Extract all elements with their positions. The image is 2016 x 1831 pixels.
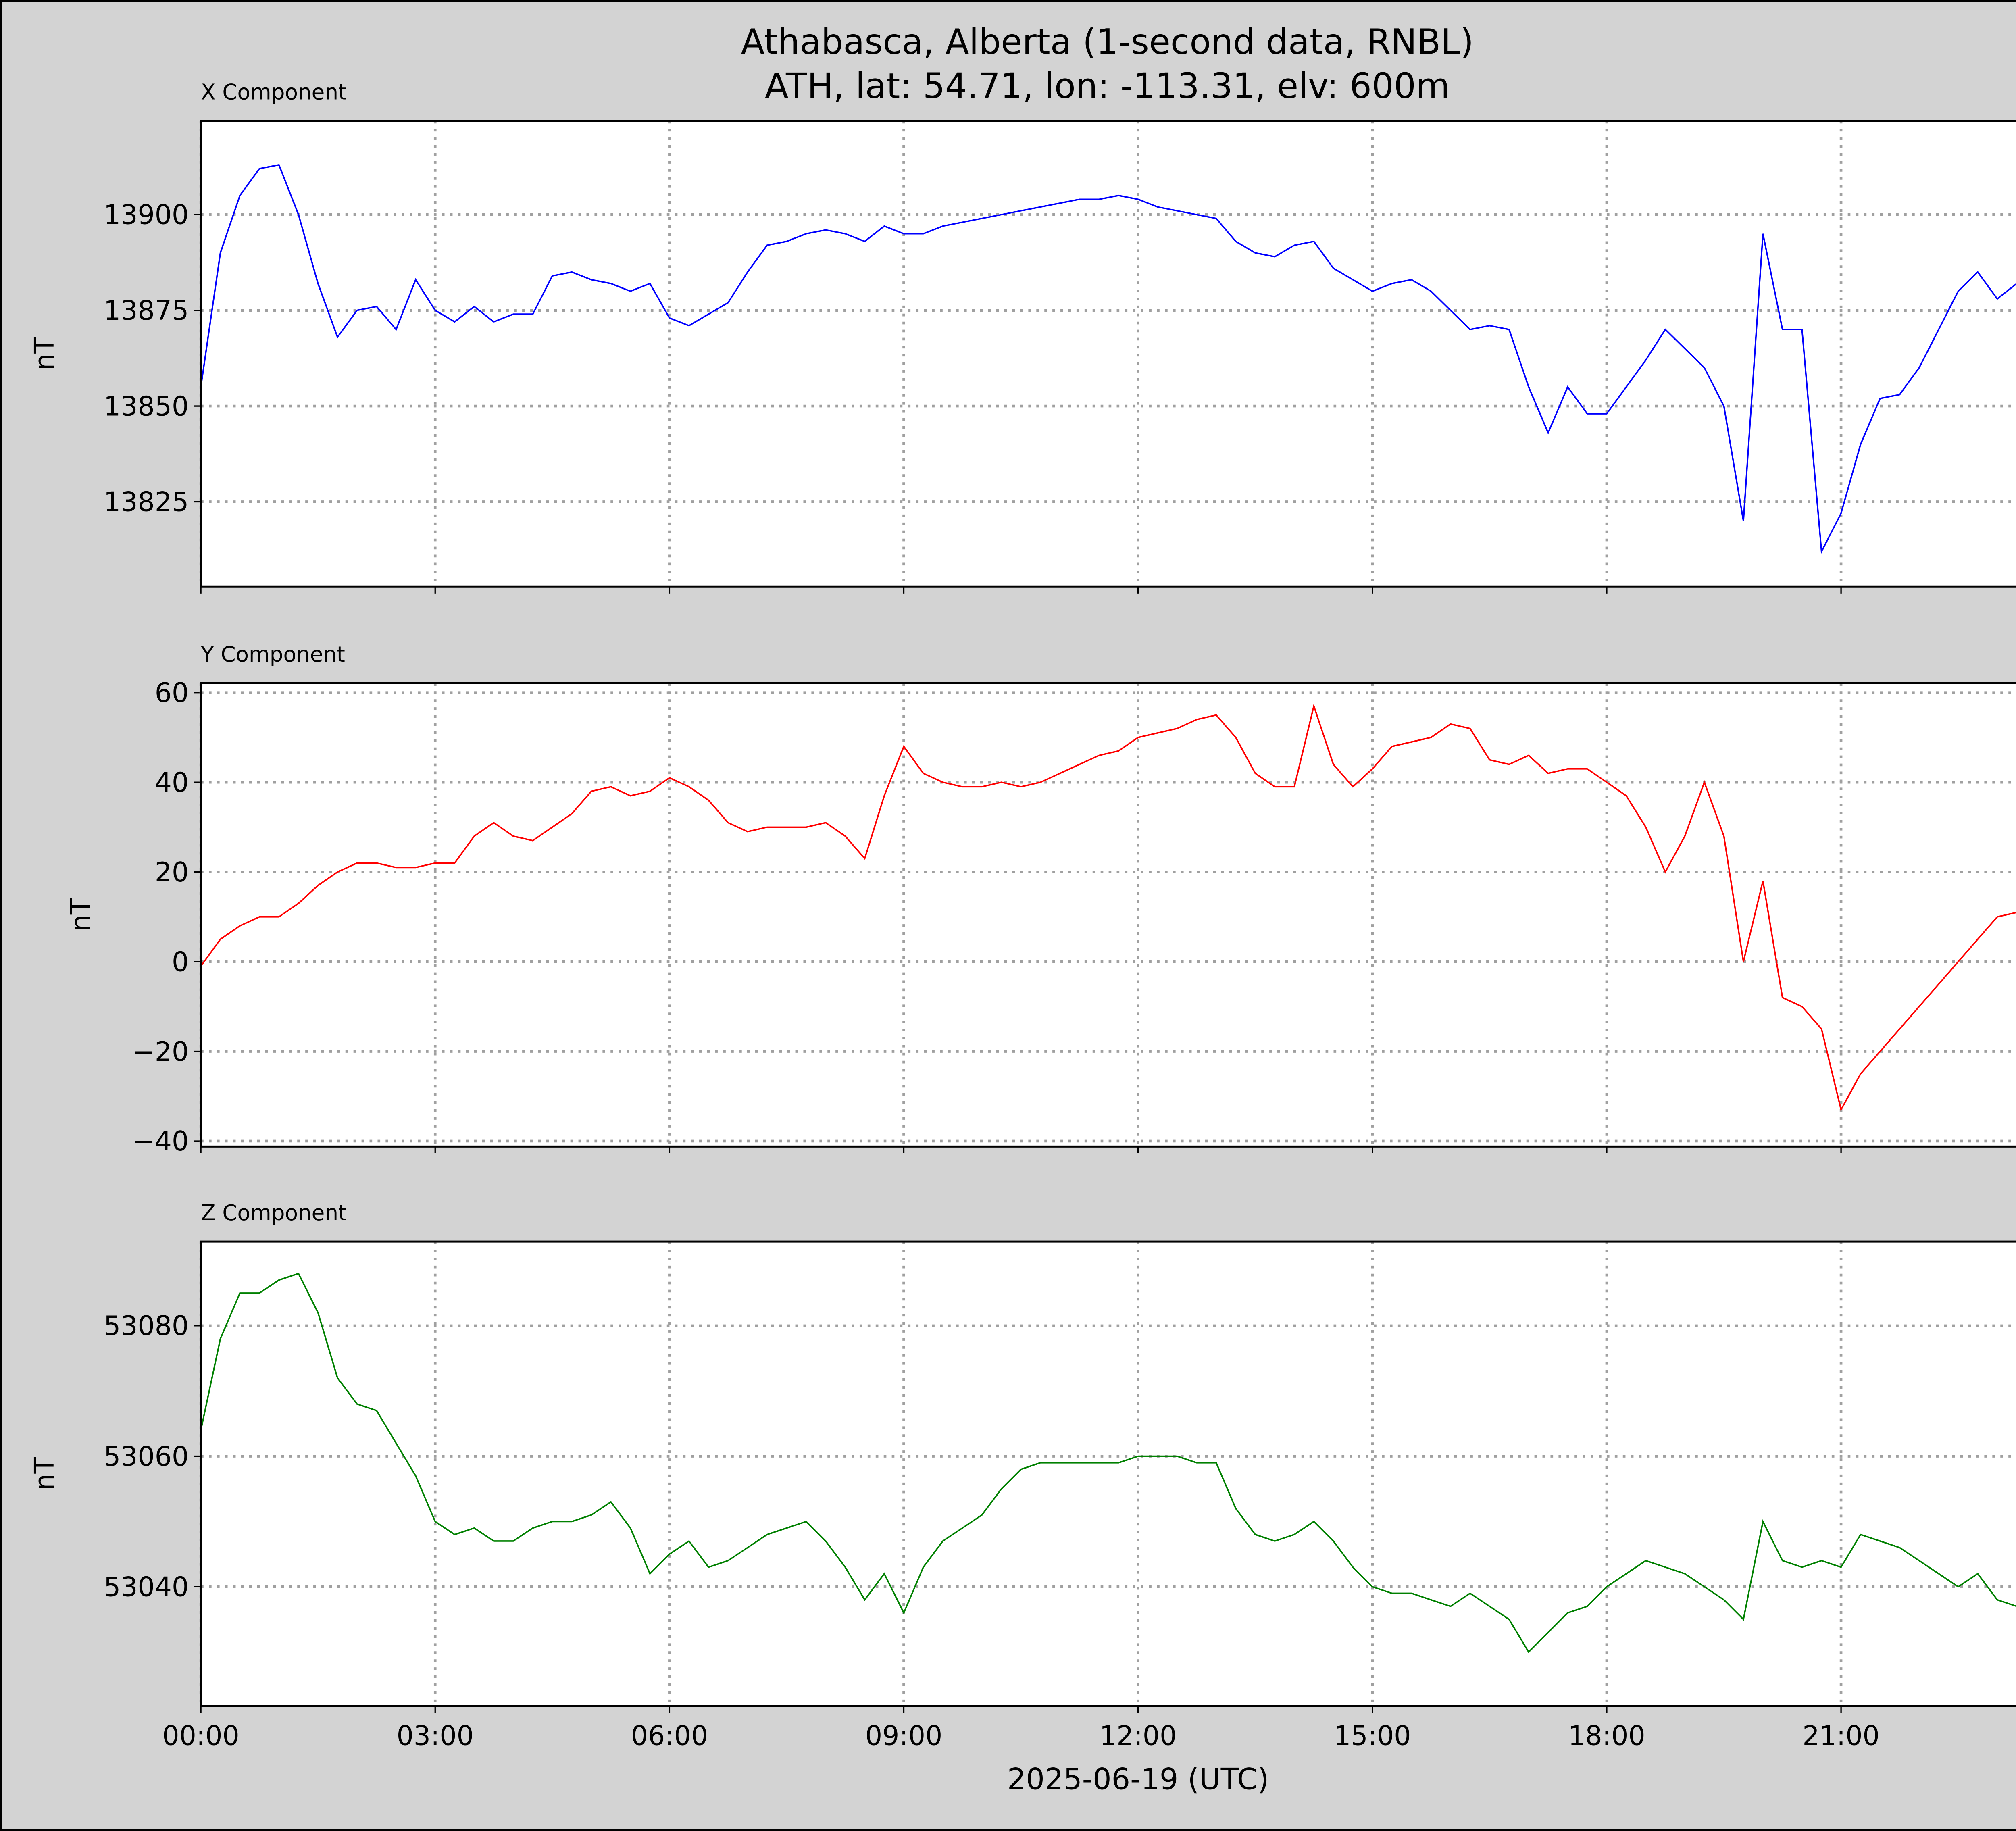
y-tick-label: −20 bbox=[132, 1036, 189, 1067]
plot-area bbox=[201, 683, 2016, 1147]
plot-frame bbox=[200, 1240, 2016, 1707]
panel-title: X Component bbox=[201, 79, 347, 104]
data-line bbox=[201, 703, 2016, 1112]
y-tick-label: 53080 bbox=[104, 1310, 189, 1341]
x-tick-label: 09:00 bbox=[865, 1720, 942, 1752]
figure-subtitle: ATH, lat: 54.71, lon: -113.31, elv: 600m bbox=[765, 66, 1450, 106]
x-tick-label: 00:00 bbox=[162, 1720, 239, 1752]
panel-title: Y Component bbox=[200, 642, 345, 667]
y-tick-label: −40 bbox=[132, 1125, 189, 1157]
plot-frame bbox=[200, 682, 2016, 1148]
y-tick-label: 13850 bbox=[104, 390, 189, 422]
x-tick-label: 15:00 bbox=[1334, 1720, 1411, 1752]
y-tick-label: 0 bbox=[172, 946, 189, 977]
plot-area bbox=[201, 121, 2016, 587]
x-axis-label: 2025-06-19 (UTC) bbox=[1007, 1762, 1269, 1796]
x-tick-label: 21:00 bbox=[1802, 1720, 1879, 1752]
x-tick-label: 03:00 bbox=[397, 1720, 474, 1752]
x-tick-label: 18:00 bbox=[1568, 1720, 1645, 1752]
figure-title: Athabasca, Alberta (1-second data, RNBL) bbox=[741, 22, 1474, 62]
y-tick-label: 60 bbox=[155, 677, 189, 708]
x-tick-label: 06:00 bbox=[631, 1720, 708, 1752]
x-tick-label: 12:00 bbox=[1100, 1720, 1177, 1752]
y-tick-label: 40 bbox=[155, 767, 189, 798]
y-axis-label: nT bbox=[65, 898, 96, 931]
y-tick-label: 53040 bbox=[104, 1571, 189, 1603]
y-tick-label: 13825 bbox=[104, 486, 189, 518]
data-line bbox=[201, 1273, 2016, 1654]
y-tick-label: 53060 bbox=[104, 1441, 189, 1472]
y-axis-label: nT bbox=[29, 1457, 60, 1491]
panel-title: Z Component bbox=[201, 1200, 347, 1225]
data-line bbox=[201, 164, 2016, 554]
y-axis-label: nT bbox=[29, 337, 60, 371]
y-tick-label: 13900 bbox=[104, 199, 189, 231]
y-tick-label: 20 bbox=[155, 856, 189, 888]
y-tick-label: 13875 bbox=[104, 295, 189, 326]
plot-area bbox=[201, 1241, 2016, 1706]
plot-frame bbox=[200, 120, 2016, 588]
